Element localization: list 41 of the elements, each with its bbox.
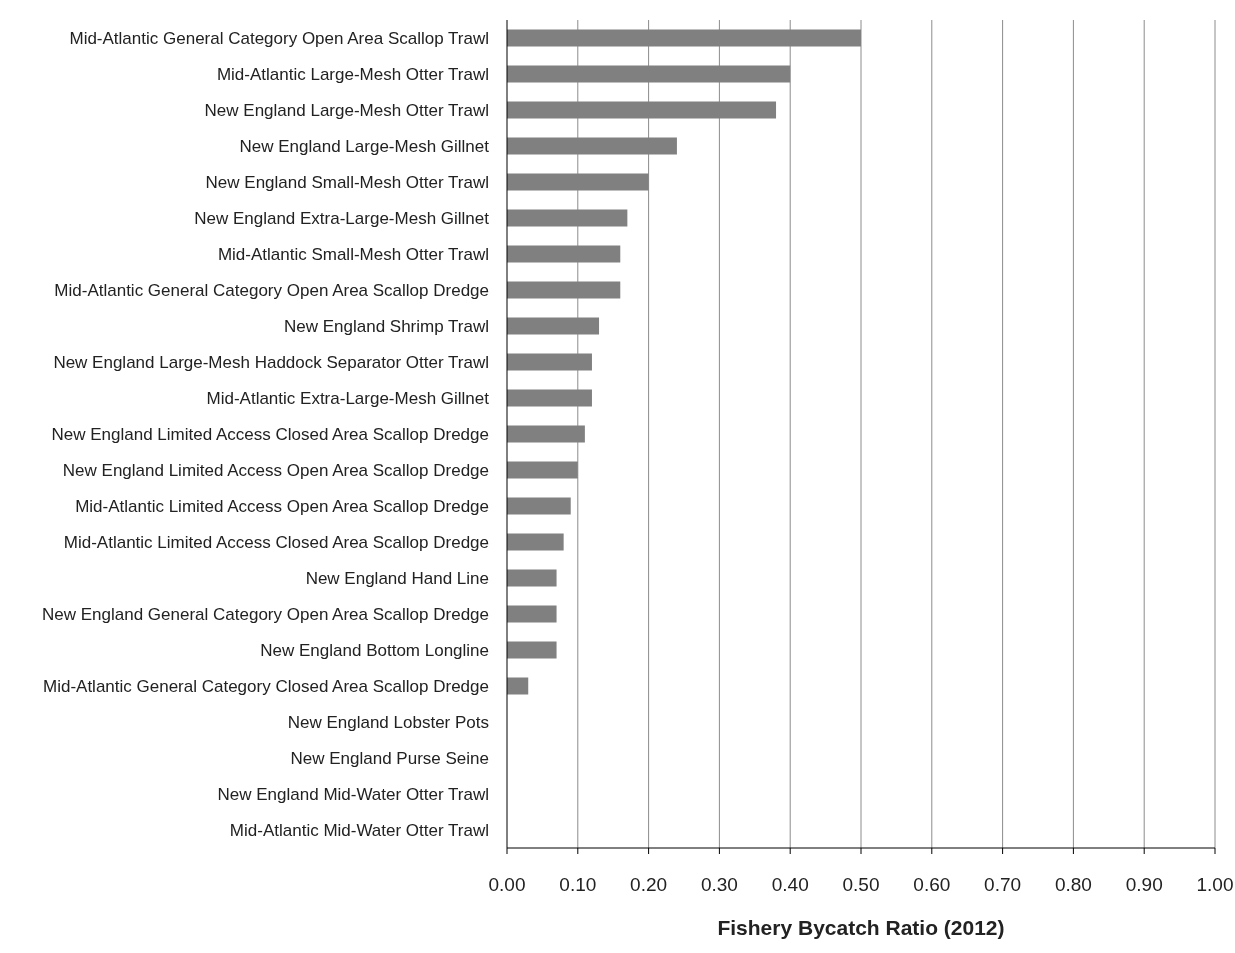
y-tick-label: New England Lobster Pots: [287, 712, 489, 732]
x-tick-label: 1.00: [1196, 874, 1234, 895]
y-tick-label: New England Mid-Water Otter Trawl: [217, 784, 489, 804]
y-tick-label: New England Large-Mesh Otter Trawl: [204, 100, 489, 120]
y-tick-label: Mid-Atlantic Small-Mesh Otter Trawl: [217, 244, 489, 264]
y-tick-label: New England Large-Mesh Haddock Separator Otter Trawl: [53, 352, 489, 372]
y-tick-label: New England General Category Open Area Scallop Dredge: [42, 604, 489, 624]
x-tick-label: 0.80: [1054, 874, 1092, 895]
x-tick-label: 0.00: [488, 874, 526, 895]
y-tick-label: Mid-Atlantic Extra-Large-Mesh Gillnet: [206, 388, 490, 408]
y-tick-label: New England Hand Line: [305, 568, 489, 588]
y-tick-label: New England Limited Access Open Area Scallop Dredge: [62, 460, 489, 480]
x-axis-title: Fishery Bycatch Ratio (2012): [717, 916, 1005, 939]
x-tick-label: 0.10: [559, 874, 597, 895]
y-tick-label: New England Purse Seine: [290, 748, 489, 768]
x-tick-label: 0.90: [1125, 874, 1163, 895]
y-tick-label: New England Large-Mesh Gillnet: [239, 136, 490, 156]
bar: [507, 641, 557, 659]
bar: [507, 677, 529, 695]
bar: [507, 533, 564, 551]
x-tick-label: 0.50: [842, 874, 880, 895]
y-tick-label: New England Extra-Large-Mesh Gillnet: [194, 208, 490, 228]
y-tick-label: New England Limited Access Closed Area Scallop Dredge: [51, 424, 489, 444]
x-tick-label: 0.70: [984, 874, 1022, 895]
y-tick-label: Mid-Atlantic Limited Access Open Area Scallop Dredge: [75, 496, 489, 516]
x-tick-label: 0.20: [630, 874, 668, 895]
y-tick-label: Mid-Atlantic Large-Mesh Otter Trawl: [216, 64, 489, 84]
y-tick-label: Mid-Atlantic General Category Closed Area Scallop Dredge: [42, 676, 489, 696]
y-tick-label: Mid-Atlantic General Category Open Area Scallop Dredge: [54, 280, 489, 300]
bar: [507, 497, 571, 515]
x-tick-label: 0.30: [700, 874, 738, 895]
y-tick-label: New England Shrimp Trawl: [283, 316, 489, 336]
y-tick-label: New England Bottom Longline: [260, 640, 489, 660]
bar: [507, 605, 557, 623]
y-tick-label: Mid-Atlantic General Category Open Area Scallop Trawl: [69, 28, 489, 48]
x-tick-label: 0.60: [913, 874, 951, 895]
bar: [507, 569, 557, 587]
y-tick-label: Mid-Atlantic Limited Access Closed Area Scallop Dredge: [63, 532, 489, 552]
x-tick-label: 0.40: [771, 874, 809, 895]
y-tick-label: Mid-Atlantic Mid-Water Otter Trawl: [229, 820, 489, 840]
y-tick-label: New England Small-Mesh Otter Trawl: [205, 172, 489, 192]
